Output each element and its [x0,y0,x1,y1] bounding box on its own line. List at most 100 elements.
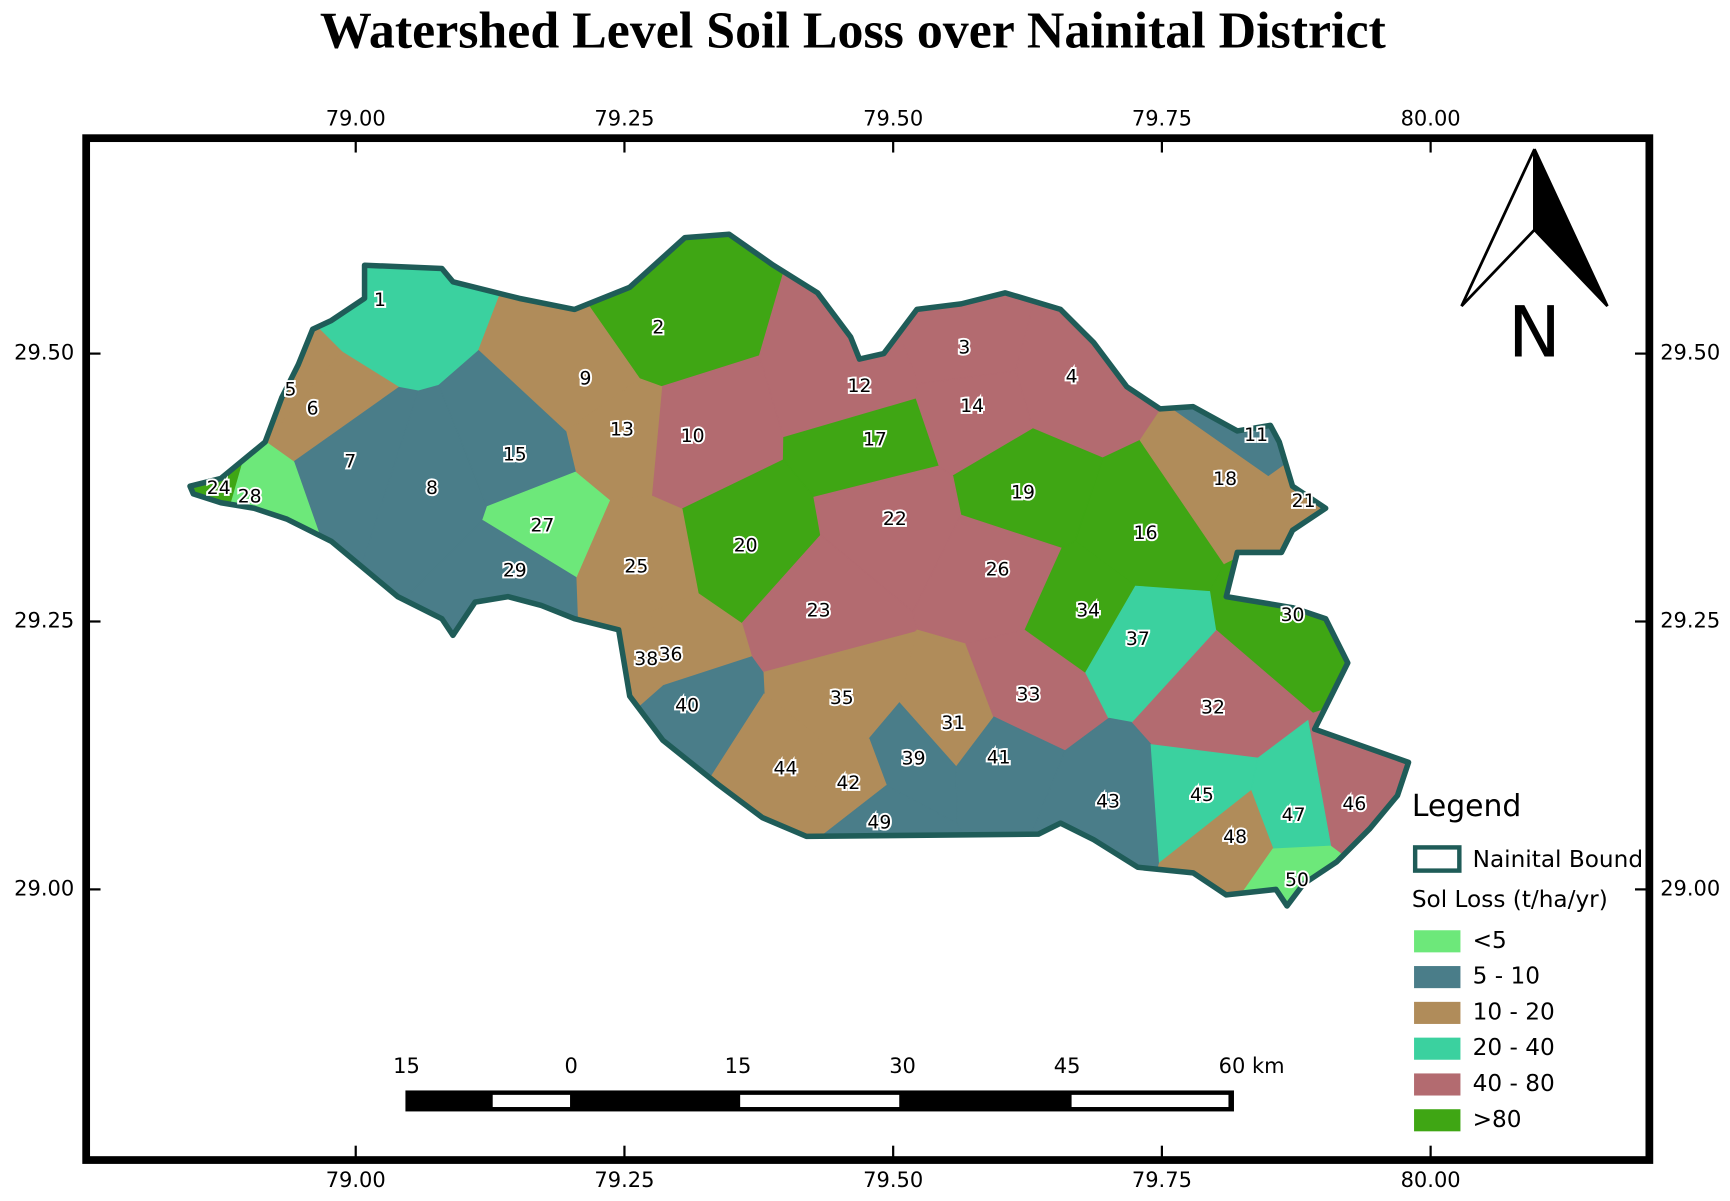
legend-swatch [1414,1037,1461,1060]
watershed-label: 21 [1292,491,1316,512]
watershed-label: 39 [902,749,926,770]
watershed-label: 45 [1190,785,1214,806]
watershed [1090,789,1274,906]
lon-tick-label: 79.75 [1132,106,1192,130]
watershed-label: 43 [1096,792,1120,813]
legend-label: 10 - 20 [1473,998,1555,1025]
lat-tick-label: 29.00 [1660,876,1720,900]
watershed-label: 10 [681,426,705,447]
lon-tick-label: 79.25 [594,1168,654,1192]
watershed-label: 25 [624,556,648,577]
watershed-label: 8 [426,478,438,499]
legend-label: >80 [1473,1106,1522,1133]
legend-swatch [1414,966,1461,989]
legend-swatch [1414,1073,1461,1096]
watershed-label: 40 [675,696,699,717]
north-label: N [1508,291,1561,374]
watershed-label: 50 [1285,870,1309,891]
watershed-label: 30 [1281,605,1305,626]
watershed-label: 49 [867,813,891,834]
legend-boundary-swatch [1412,845,1462,873]
watershed-label: 5 [285,380,297,401]
watershed [1001,717,1161,906]
watershed-label: 26 [986,560,1010,581]
watershed-label: 23 [807,600,831,621]
scale-bar: 15 0 15 30 45 60 km [393,1054,1285,1112]
lat-tick-label: 29.25 [14,608,74,632]
lat-tick-label: 29.00 [14,876,74,900]
watershed-label: 1 [374,290,386,311]
watershed-label: 44 [774,758,798,779]
watershed-label: 20 [734,535,758,556]
scale-segment [740,1094,900,1108]
watershed-label: 7 [344,451,356,472]
legend-swatch [1414,1001,1461,1024]
watershed [1073,845,1409,906]
lat-tick-label: 29.50 [1660,341,1720,365]
lon-tick-label: 80.00 [1401,106,1461,130]
watershed-label: 38 [634,649,658,670]
watershed-label: 16 [1134,523,1158,544]
watershed-label: 47 [1282,805,1306,826]
watershed-label: 15 [503,445,527,466]
watershed-label: 6 [307,398,319,419]
watershed-label: 28 [238,487,262,508]
watershed-label: 36 [659,645,683,666]
scale-label: 60 km [1219,1054,1285,1078]
lon-tick-label: 79.25 [594,106,654,130]
watershed-label: 17 [863,429,887,450]
lon-tick-label: 79.00 [326,106,386,130]
lat-tick-label: 29.50 [14,341,74,365]
watershed-label: 19 [1011,482,1035,503]
lon-tick-label: 79.00 [326,1168,386,1192]
watershed-label: 2 [652,318,664,339]
watershed-label: 12 [848,376,872,397]
scale-segment [1071,1094,1229,1108]
watershed-label: 31 [941,713,965,734]
watershed-label: 27 [530,515,554,536]
legend-label: <5 [1473,927,1507,954]
legend-label: 5 - 10 [1473,963,1540,990]
watershed-label: 34 [1076,600,1100,621]
watershed-label: 24 [207,478,231,499]
lon-tick-label: 80.00 [1401,1168,1461,1192]
watershed-label: 37 [1126,629,1150,650]
lon-tick-label: 79.50 [863,1168,923,1192]
watershed-label: 29 [503,561,527,582]
north-arrow: N [1460,148,1609,374]
legend-swatch [1414,1109,1461,1132]
watershed-label: 46 [1342,794,1366,815]
watershed-label: 4 [1066,366,1078,387]
map-title: Watershed Level Soil Loss over Nainital … [320,2,1387,59]
watershed-label: 22 [883,509,907,530]
watershed-label: 13 [610,419,634,440]
watershed-label: 33 [1017,684,1041,705]
scale-label: 0 [564,1054,577,1078]
lon-tick-label: 79.50 [863,106,923,130]
scale-segment [492,1094,571,1108]
watershed-label: 48 [1223,827,1247,848]
watershed-label: 41 [987,747,1011,768]
legend-class-title: Sol Loss (t/ha/yr) [1412,886,1608,913]
watershed-label: 11 [1244,425,1268,446]
watershed-label: 14 [960,396,984,417]
scale-label: 15 [393,1054,420,1078]
watershed-label: 35 [830,688,854,709]
legend-swatch [1414,930,1461,953]
watershed-label: 32 [1201,698,1225,719]
legend-label: 20 - 40 [1473,1034,1555,1061]
scale-label: 30 [889,1054,916,1078]
legend: Legend Nainital Bound Sol Loss (t/ha/yr)… [1412,789,1643,1133]
scale-label: 45 [1054,1054,1081,1078]
watershed-label: 42 [836,773,860,794]
watershed-label: 18 [1213,469,1237,490]
watershed-label: 3 [958,338,970,359]
legend-boundary-label: Nainital Bound [1473,846,1643,873]
lon-tick-label: 79.75 [1132,1168,1192,1192]
legend-title: Legend [1412,789,1522,824]
legend-label: 40 - 80 [1473,1070,1555,1097]
watershed [1024,540,1137,674]
scale-label: 15 [725,1054,752,1078]
